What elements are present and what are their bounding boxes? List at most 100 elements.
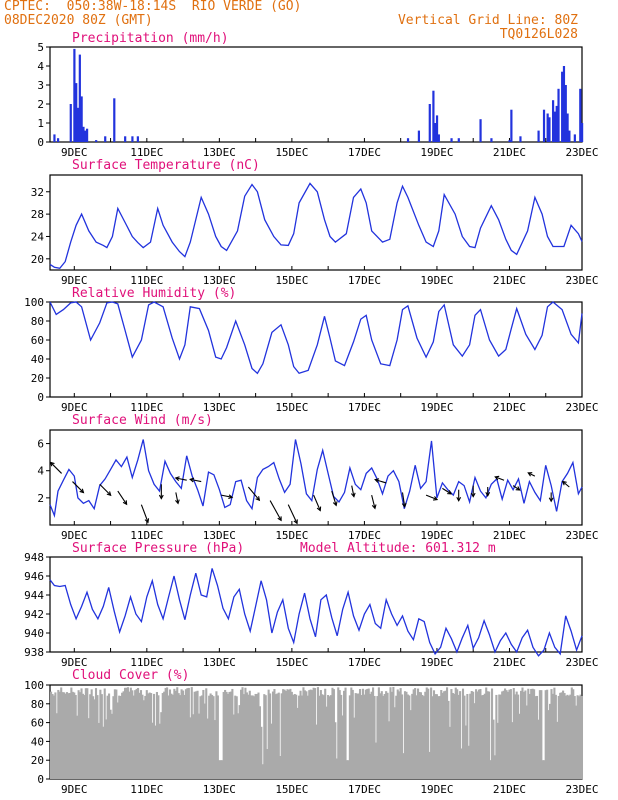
cloud-bar bbox=[321, 694, 324, 779]
cloud-bar bbox=[123, 687, 127, 779]
wind-arrow bbox=[269, 500, 282, 521]
cloud-bar bbox=[60, 687, 63, 779]
precip-bar bbox=[428, 104, 431, 142]
cloud-bar bbox=[205, 688, 208, 779]
cloud-bar bbox=[517, 694, 520, 779]
cloud-bar bbox=[432, 690, 436, 779]
cloud-bar bbox=[84, 688, 87, 779]
temperature-line bbox=[49, 182, 583, 270]
wind-arrow-head bbox=[316, 506, 322, 512]
cloud-bar bbox=[105, 719, 108, 779]
cloud-bar bbox=[354, 693, 357, 779]
cloud-bar bbox=[241, 687, 244, 779]
precip-bar bbox=[56, 138, 60, 142]
cloud-bar bbox=[538, 690, 541, 779]
cloud-title: Cloud Cover (%) bbox=[72, 668, 189, 683]
cloud-bar bbox=[132, 695, 135, 779]
cloud-bar bbox=[457, 694, 460, 779]
wind-ytick-label: 6 bbox=[37, 438, 44, 451]
cloud-bar bbox=[344, 687, 347, 779]
cloud-ytick-label: 20 bbox=[31, 754, 44, 767]
cloud-bar bbox=[331, 687, 334, 779]
cloud-bar bbox=[234, 695, 237, 779]
cloud-bar bbox=[186, 688, 189, 779]
cloud-bar bbox=[508, 689, 511, 779]
cloud-bar bbox=[253, 696, 256, 779]
precip-bar bbox=[82, 126, 85, 142]
cloud-bar bbox=[184, 689, 188, 779]
cloud-bar bbox=[122, 691, 125, 779]
cloud-bar bbox=[416, 688, 420, 779]
cloud-bar bbox=[343, 690, 346, 779]
cloud-bar bbox=[467, 745, 470, 779]
cloud-bar bbox=[453, 693, 456, 779]
cloud-bar bbox=[209, 693, 212, 779]
cloud-bar bbox=[543, 760, 546, 779]
cloud-bar bbox=[579, 694, 582, 779]
cloud-bar bbox=[260, 726, 263, 779]
cloud-bar bbox=[277, 692, 280, 779]
humidity-ytick-label: 80 bbox=[31, 315, 44, 328]
cloud-bar bbox=[257, 692, 260, 779]
cloud-bar bbox=[295, 694, 298, 779]
wind-arrow-head bbox=[144, 518, 150, 524]
cloud-bar bbox=[245, 692, 248, 779]
cloud-bar bbox=[112, 696, 115, 779]
cloud-bar bbox=[403, 691, 407, 779]
cloud-bar bbox=[182, 690, 185, 779]
precip-bar bbox=[69, 104, 72, 142]
cloud-ytick-label: 80 bbox=[31, 698, 44, 711]
cloud-bar bbox=[273, 689, 276, 779]
wind-arrow bbox=[50, 462, 62, 474]
wind-arrow-head bbox=[332, 501, 338, 507]
cloud-bar bbox=[68, 692, 71, 779]
cloud-bar bbox=[192, 714, 195, 779]
wind-arrow-head bbox=[228, 494, 234, 500]
cloud-bar bbox=[440, 690, 443, 779]
cloud-bar bbox=[248, 690, 251, 779]
cloud-bar bbox=[64, 693, 67, 779]
cloud-bar bbox=[340, 694, 343, 779]
cloud-bar bbox=[472, 691, 475, 779]
cloud-bar bbox=[369, 693, 372, 779]
cloud-bar bbox=[385, 691, 388, 779]
cloud-bar bbox=[193, 691, 196, 779]
cloud-bar bbox=[126, 687, 129, 779]
cloud-bar bbox=[279, 755, 282, 779]
cloud-bar bbox=[515, 691, 518, 779]
cloud-xtick-label: 17DEC bbox=[348, 783, 381, 796]
cloud-bar bbox=[370, 691, 373, 779]
cloud-bar bbox=[376, 696, 379, 779]
cloud-bar bbox=[396, 689, 399, 779]
cloud-bar bbox=[496, 722, 499, 779]
precip-bar bbox=[557, 88, 560, 142]
cloud-bar bbox=[551, 693, 555, 779]
cloud-bar bbox=[329, 695, 333, 779]
cloud-ytick-label: 100 bbox=[24, 679, 44, 692]
cloud-bar bbox=[148, 692, 151, 779]
cloud-bar bbox=[399, 688, 402, 779]
cloud-bar bbox=[173, 688, 176, 779]
cloud-bar bbox=[86, 688, 89, 779]
cloud-bar bbox=[389, 687, 392, 779]
cloud-bar bbox=[90, 689, 93, 779]
cloud-bar bbox=[572, 689, 575, 779]
cloud-bar bbox=[161, 693, 164, 779]
cloud-bar bbox=[560, 692, 563, 779]
precip-bar bbox=[551, 100, 555, 142]
cloud-bar bbox=[482, 695, 485, 779]
precip-bar bbox=[564, 85, 567, 142]
precipitation-xtick-label: 21DEC bbox=[493, 146, 526, 159]
cloud-bar bbox=[131, 690, 134, 779]
precip-bar bbox=[434, 123, 437, 142]
cloud-bar bbox=[463, 695, 466, 779]
cloud-bar bbox=[251, 695, 254, 779]
cloud-bar bbox=[524, 690, 527, 779]
cloud-bar bbox=[231, 688, 234, 779]
wind-arrow-head bbox=[401, 502, 407, 508]
cloud-bar bbox=[464, 725, 467, 779]
pressure-xtick-label: 11DEC bbox=[130, 656, 163, 669]
cloud-bar bbox=[559, 692, 562, 779]
cloud-bar bbox=[553, 687, 556, 779]
